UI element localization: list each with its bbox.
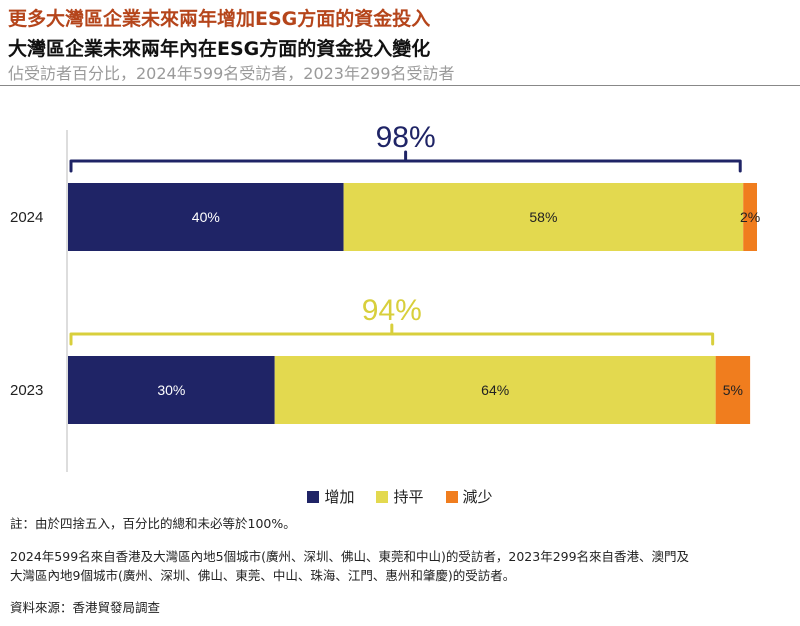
respondents-note-line-2: 大灣區內地9個城市(廣州、深圳、佛山、東莞、中山、珠海、江門、惠州和肇慶)的受訪…: [10, 568, 516, 583]
legend-swatch-decrease: [445, 490, 458, 503]
respondents-note-line-1: 2024年599名來自香港及大灣區內地5個城市(廣州、深圳、佛山、東莞和中山)的…: [10, 549, 690, 564]
category-label-2024: 2024: [10, 209, 43, 226]
bar-decrease-2024: [743, 183, 757, 251]
chart-title: 更多大灣區企業未來兩年增加ESG方面的資金投入: [8, 8, 431, 30]
category-label-2023: 2023: [10, 382, 43, 399]
data-label-decrease-2024: 2%: [740, 209, 760, 225]
bar-decrease-2023: [715, 356, 751, 424]
legend-item-decrease: 減少: [445, 486, 493, 507]
bracket-2024: [69, 150, 742, 173]
data-label-increase-2023: 30%: [157, 382, 185, 398]
data-label-unchanged-2023: 64%: [481, 382, 509, 398]
legend-swatch-increase: [307, 490, 320, 503]
stacked-bar-chart: 2024 40% 58% 2% 98% 2023 30% 64% 5% 94%: [10, 121, 760, 472]
data-label-increase-2024: 40%: [192, 209, 220, 225]
data-label-unchanged-2024: 58%: [529, 209, 557, 225]
legend-item-increase: 增加: [307, 486, 354, 507]
header-divider: [0, 85, 800, 86]
legend-item-unchanged: 持平: [376, 486, 424, 507]
legend-label-decrease: 減少: [462, 488, 493, 506]
legend-label-unchanged: 持平: [393, 488, 424, 506]
legend-swatch-unchanged: [376, 490, 389, 503]
bracket-2023: [69, 323, 715, 346]
chart-unit-note: 佔受訪者百分比，2024年599名受訪者，2023年299名受訪者: [8, 64, 455, 83]
data-label-decrease-2023: 5%: [723, 382, 743, 398]
chart-subtitle: 大灣區企業未來兩年內在ESG方面的資金投入變化: [8, 38, 431, 60]
bar-increase-2023: [68, 356, 275, 424]
legend-label-increase: 增加: [324, 488, 355, 506]
source-note: 資料來源：香港貿發局調查: [10, 600, 161, 615]
rounding-note: 註：由於四捨五入，百分比的總和未必等於100%。: [10, 516, 296, 531]
bracket-label-2023: 94%: [362, 294, 422, 327]
bar-unchanged-2023: [274, 356, 716, 424]
chart-legend: 增加 持平 減少: [0, 486, 800, 507]
bracket-label-2024: 98%: [376, 121, 436, 154]
bar-increase-2024: [68, 183, 344, 251]
bar-unchanged-2024: [343, 183, 744, 251]
